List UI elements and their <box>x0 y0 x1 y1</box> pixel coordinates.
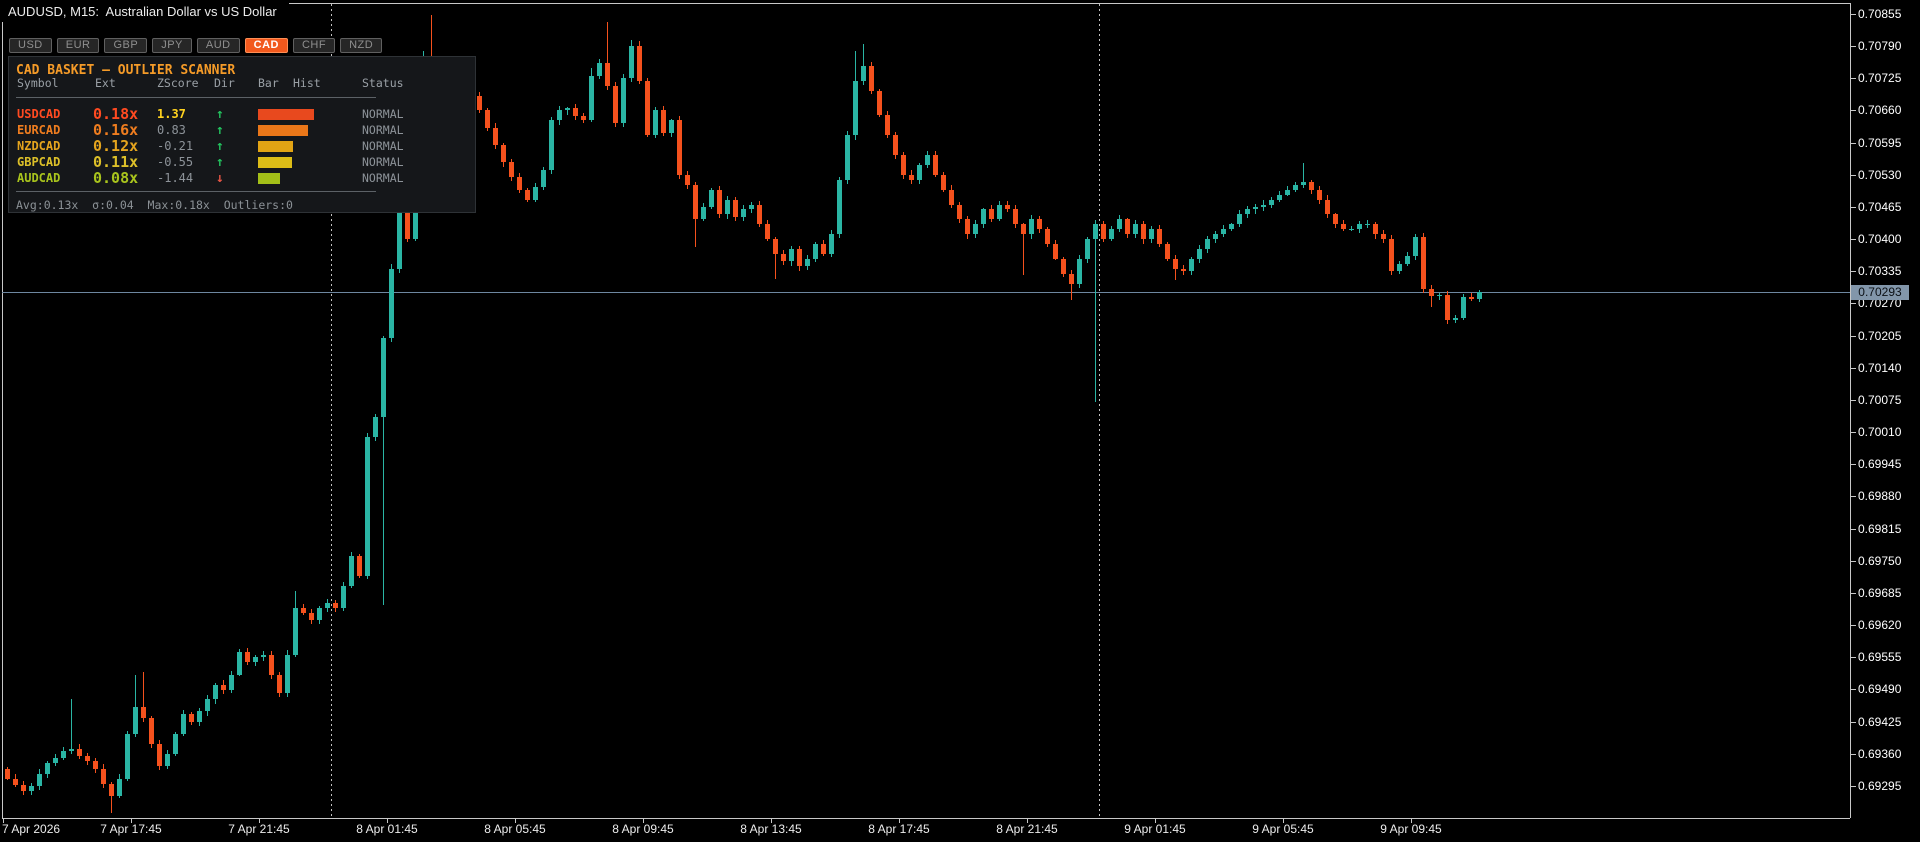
price-axis-label: 0.69685 <box>1858 586 1902 600</box>
row-extension-bar <box>258 109 314 120</box>
price-axis-label: 0.69425 <box>1858 715 1902 729</box>
chart-title: AUDUSD, M15: Australian Dollar vs US Dol… <box>0 0 289 22</box>
price-axis-label: 0.70010 <box>1858 425 1902 439</box>
row-status: NORMAL <box>362 107 404 121</box>
price-axis-label: 0.70595 <box>1858 136 1902 150</box>
scanner-row-gbpcad: GBPCAD 0.11x -0.55 ↑ NORMAL <box>9 153 475 171</box>
tab-jpy[interactable]: JPY <box>152 38 192 53</box>
row-extension-bar <box>258 125 308 136</box>
price-axis-label: 0.69490 <box>1858 682 1902 696</box>
time-axis-label: 9 Apr 05:45 <box>1252 822 1314 836</box>
price-axis-label: 0.70465 <box>1858 200 1902 214</box>
scanner-title: CAD BASKET — OUTLIER SCANNER <box>16 63 236 78</box>
time-axis-label: 8 Apr 05:45 <box>484 822 546 836</box>
row-status: NORMAL <box>362 171 404 185</box>
row-symbol: EURCAD <box>17 123 61 137</box>
price-axis-label: 0.69555 <box>1858 650 1902 664</box>
row-status: NORMAL <box>362 155 404 169</box>
tab-aud[interactable]: AUD <box>196 38 240 53</box>
scanner-row-audcad: AUDCAD 0.08x -1.44 ↓ NORMAL <box>9 169 475 187</box>
row-extension: 0.16x <box>93 121 139 139</box>
price-axis-label: 0.69880 <box>1858 489 1902 503</box>
column-header-symbol: Symbol <box>17 76 59 90</box>
scanner-row-nzdcad: NZDCAD 0.12x -0.21 ↑ NORMAL <box>9 137 475 155</box>
row-extension: 0.18x <box>93 105 139 123</box>
current-price-tag: 0.70293 <box>1851 285 1909 300</box>
row-direction-arrow-icon: ↑ <box>216 123 224 138</box>
tab-eur[interactable]: EUR <box>56 38 100 53</box>
column-header-zscore: ZScore <box>157 76 199 90</box>
price-axis-label: 0.70075 <box>1858 393 1902 407</box>
price-axis-label: 0.69360 <box>1858 747 1902 761</box>
price-axis-label: 0.69750 <box>1858 554 1902 568</box>
time-axis-label: 7 Apr 2026 <box>2 822 61 836</box>
column-header-status: Status <box>362 76 404 90</box>
time-axis-label: 9 Apr 01:45 <box>1124 822 1186 836</box>
row-extension-bar <box>258 157 292 168</box>
price-axis-label: 0.69815 <box>1858 522 1902 536</box>
row-symbol: NZDCAD <box>17 139 61 153</box>
price-axis-label: 0.69945 <box>1858 457 1902 471</box>
time-axis-label: 8 Apr 17:45 <box>868 822 930 836</box>
row-zscore: -0.21 <box>157 139 194 153</box>
tab-nzd[interactable]: NZD <box>340 38 383 53</box>
tab-gbp[interactable]: GBP <box>104 38 148 53</box>
candles-layer <box>5 15 1482 813</box>
row-direction-arrow-icon: ↑ <box>216 139 224 154</box>
price-axis-label: 0.69295 <box>1858 779 1902 793</box>
price-axis-label: 0.70790 <box>1858 39 1902 53</box>
time-axis-label: 7 Apr 17:45 <box>100 822 162 836</box>
row-symbol: AUDCAD <box>17 171 61 185</box>
column-header-dir: Dir <box>214 76 235 90</box>
outlier-scanner-panel: CAD BASKET — OUTLIER SCANNER Symbol Ext … <box>8 56 476 213</box>
price-axis-label: 0.70205 <box>1858 329 1902 343</box>
row-extension: 0.08x <box>93 169 139 187</box>
row-zscore: -0.55 <box>157 155 194 169</box>
price-axis-label: 0.70140 <box>1858 361 1902 375</box>
price-axis-label: 0.70530 <box>1858 168 1902 182</box>
row-zscore: -1.44 <box>157 171 194 185</box>
column-header-hist: Hist <box>293 76 321 90</box>
row-symbol: USDCAD <box>17 107 61 121</box>
scanner-row-usdcad: USDCAD 0.18x 1.37 ↑ NORMAL <box>9 105 475 123</box>
price-axis-label: 0.69620 <box>1858 618 1902 632</box>
tab-chf[interactable]: CHF <box>292 38 336 53</box>
row-zscore: 1.37 <box>157 107 186 121</box>
panel-divider <box>16 191 376 192</box>
row-status: NORMAL <box>362 139 404 153</box>
row-zscore: 0.83 <box>157 123 186 137</box>
price-axis-label: 0.70725 <box>1858 71 1902 85</box>
row-status: NORMAL <box>362 123 404 137</box>
panel-divider <box>16 97 376 98</box>
tab-usd[interactable]: USD <box>9 38 52 53</box>
time-axis-label: 7 Apr 21:45 <box>228 822 290 836</box>
row-direction-arrow-icon: ↓ <box>216 171 224 186</box>
row-extension-bar <box>258 173 280 184</box>
currency-tab-bar: USD EUR GBP JPY AUD CAD CHF NZD <box>9 38 383 53</box>
tab-cad[interactable]: CAD <box>244 38 288 53</box>
time-axis-label: 8 Apr 01:45 <box>356 822 418 836</box>
row-extension-bar <box>258 141 293 152</box>
time-axis-label: 8 Apr 09:45 <box>612 822 674 836</box>
price-axis-label: 0.70855 <box>1858 7 1902 21</box>
chart-frame <box>2 3 1856 823</box>
price-axis-label: 0.70660 <box>1858 103 1902 117</box>
time-axis-label: 8 Apr 13:45 <box>740 822 802 836</box>
price-axis-label: 0.70400 <box>1858 232 1902 246</box>
row-direction-arrow-icon: ↑ <box>216 155 224 170</box>
scanner-stats-footer: Avg:0.13x σ:0.04 Max:0.18x Outliers:0 <box>16 198 293 212</box>
price-axis-label: 0.70335 <box>1858 264 1902 278</box>
column-header-bar: Bar <box>258 76 279 90</box>
time-axis-label: 9 Apr 09:45 <box>1380 822 1442 836</box>
row-symbol: GBPCAD <box>17 155 61 169</box>
column-header-ext: Ext <box>95 76 116 90</box>
time-axis-label: 8 Apr 21:45 <box>996 822 1058 836</box>
row-extension: 0.12x <box>93 137 139 155</box>
row-extension: 0.11x <box>93 153 139 171</box>
scanner-row-eurcad: EURCAD 0.16x 0.83 ↑ NORMAL <box>9 121 475 139</box>
row-direction-arrow-icon: ↑ <box>216 107 224 122</box>
